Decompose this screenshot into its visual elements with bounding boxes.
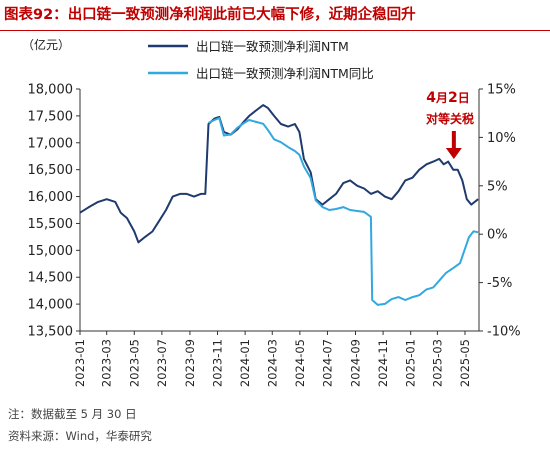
y-right-tick-label: -10% <box>487 325 521 340</box>
series-line-profit <box>79 104 479 244</box>
figure-title: 图表92：出口链一致预测净利润此前已大幅下修，近期企稳回升 <box>4 3 416 24</box>
annotation-text: 对等关税 <box>426 111 474 126</box>
footer-note: 注：数据截至 5 月 30 日 <box>8 407 137 421</box>
x-tick-label: 2024-05 <box>293 339 307 387</box>
annotation-date-part: 2 <box>448 90 458 106</box>
y-right-tick-label: 0% <box>487 228 508 243</box>
x-tick-label: 2024-01 <box>238 339 252 387</box>
title-divider <box>0 30 550 31</box>
y-left-tick-label: 17,000 <box>28 136 74 151</box>
x-tick-label: 2024-03 <box>265 339 279 387</box>
y-right-tick-label: 10% <box>487 131 516 146</box>
x-tick-label: 2024-09 <box>349 339 363 387</box>
x-tick-label: 2023-11 <box>211 339 225 387</box>
left-axis-unit: （亿元） <box>22 38 71 52</box>
x-tick-label: 2025-03 <box>430 339 444 387</box>
x-tick-label: 2024-07 <box>320 339 334 387</box>
x-tick-label: 2023-09 <box>183 339 197 387</box>
y-left-tick-label: 16,500 <box>28 163 74 178</box>
annotation-date-part: 日 <box>458 91 470 105</box>
y-left-tick-label: 14,500 <box>28 271 74 286</box>
annotation-date-part: 月 <box>435 91 448 105</box>
annotation-date-part: 4 <box>426 90 436 106</box>
figure-title-text: 出口链一致预测净利润此前已大幅下修，近期企稳回升 <box>67 7 416 23</box>
legend-label: 出口链一致预测净利润NTM <box>196 39 349 54</box>
y-right-tick-label: 15% <box>487 83 516 98</box>
x-tick-label: 2023-05 <box>127 339 141 387</box>
footer-source: 资料来源：Wind，华泰研究 <box>8 429 152 443</box>
legend-label: 出口链一致预测净利润NTM同比 <box>196 66 374 81</box>
x-tick-label: 2024-11 <box>376 339 390 387</box>
annotation-arrow-head <box>445 148 462 159</box>
y-left-tick-label: 18,000 <box>28 83 74 98</box>
figure-number: 图表92： <box>4 7 68 23</box>
y-left-tick-label: 14,000 <box>28 298 74 313</box>
annotation-date: 4月2日 <box>426 90 470 106</box>
y-right-tick-label: -5% <box>487 276 512 291</box>
series-line-yoy <box>208 117 479 306</box>
y-left-tick-label: 16,000 <box>28 190 74 205</box>
x-tick-label: 2025-05 <box>458 339 472 387</box>
x-tick-label: 2023-07 <box>155 339 169 387</box>
y-left-tick-label: 15,000 <box>28 244 74 259</box>
y-right-tick-label: 5% <box>487 179 508 194</box>
x-tick-label: 2025-01 <box>404 339 418 387</box>
y-left-tick-label: 13,500 <box>28 325 74 340</box>
x-tick-label: 2023-01 <box>73 339 87 387</box>
line-chart: 13,500 14,000 14,500 15,000 15,500 16,000 16,5… <box>28 39 521 387</box>
y-left-tick-label: 15,500 <box>28 217 74 232</box>
y-left-tick-label: 17,500 <box>28 109 74 124</box>
x-tick-label: 2023-03 <box>100 339 114 387</box>
